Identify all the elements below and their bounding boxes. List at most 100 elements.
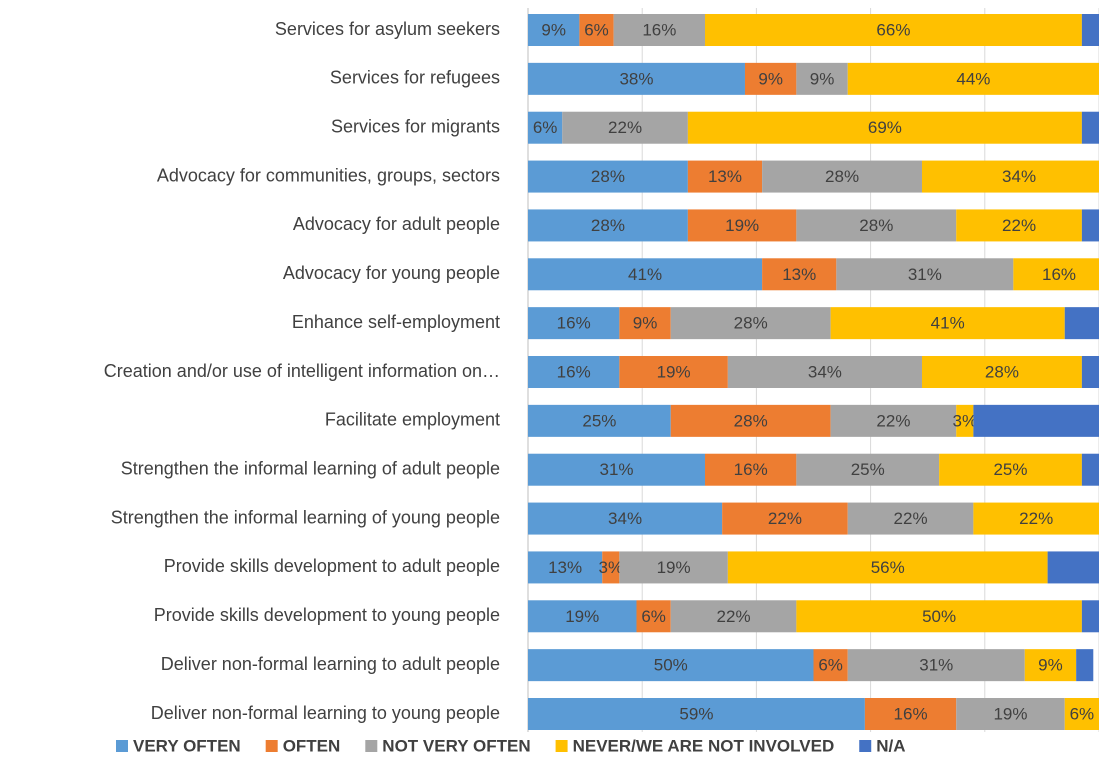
data-label: 13% — [548, 558, 582, 577]
data-label: 19% — [725, 216, 759, 235]
bar-segment — [528, 111, 563, 144]
data-label: 22% — [894, 509, 928, 528]
data-label: 16% — [734, 460, 768, 479]
bar-segment — [1081, 453, 1099, 486]
bar-segment — [744, 62, 797, 95]
data-label: 22% — [876, 411, 910, 430]
bar-segment — [727, 551, 1048, 584]
bar-segment — [973, 404, 1099, 437]
data-label: 66% — [876, 20, 910, 39]
category-label: Deliver non-formal learning to adult peo… — [161, 654, 500, 674]
bar-segment — [528, 502, 723, 535]
bar-segment — [956, 404, 974, 437]
bar-segment — [670, 307, 831, 340]
legend-label: NEVER/WE ARE NOT INVOLVED — [573, 736, 835, 755]
bar-segment — [830, 404, 957, 437]
data-label: 6% — [818, 656, 843, 675]
data-label: 6% — [584, 20, 609, 39]
bar-segment — [1081, 209, 1099, 242]
data-label: 28% — [825, 167, 859, 186]
data-label: 34% — [1002, 167, 1036, 186]
bar-segment — [1081, 356, 1099, 388]
bar-segment — [528, 649, 814, 682]
bar-segment — [619, 356, 728, 388]
data-label: 3% — [953, 411, 978, 430]
bar-segment — [722, 502, 848, 535]
bar-segment — [847, 649, 1025, 682]
category-label: Strengthen the informal learning of youn… — [111, 507, 500, 527]
bar-segment — [939, 453, 1082, 486]
data-label: 25% — [851, 460, 885, 479]
category-label: Deliver non-formal learning to young peo… — [151, 703, 500, 723]
bar-segment — [956, 698, 1065, 730]
data-label: 50% — [922, 607, 956, 626]
legend-swatch — [555, 740, 568, 752]
data-label: 6% — [533, 118, 558, 137]
data-label: 13% — [782, 265, 816, 284]
data-label: 19% — [657, 558, 691, 577]
bar-segment — [762, 258, 837, 291]
category-label: Services for asylum seekers — [275, 19, 500, 39]
bar-segment — [796, 453, 940, 486]
data-label: 16% — [1042, 265, 1076, 284]
data-label: 6% — [1070, 704, 1095, 723]
data-label: 22% — [608, 118, 642, 137]
bar-segment — [1064, 307, 1099, 340]
bar-segment — [562, 111, 688, 144]
bar-segment — [813, 649, 848, 682]
bar-segment — [796, 209, 957, 242]
bar-segment — [579, 14, 614, 46]
data-label: 41% — [628, 265, 662, 284]
bar-segment — [619, 551, 728, 584]
legend-swatch — [859, 740, 872, 752]
category-label: Facilitate employment — [325, 410, 500, 430]
data-label: 31% — [599, 460, 633, 479]
data-label: 25% — [993, 460, 1027, 479]
data-label: 22% — [1002, 216, 1036, 235]
data-label: 44% — [956, 69, 990, 88]
category-label: Services for refugees — [330, 68, 500, 88]
data-label: 9% — [541, 20, 566, 39]
data-label: 28% — [859, 216, 893, 235]
bar-segment — [796, 62, 848, 95]
bar-segment — [636, 600, 671, 633]
data-label: 28% — [734, 314, 768, 333]
data-label: 34% — [608, 509, 642, 528]
data-label: 22% — [768, 509, 802, 528]
data-label: 28% — [985, 362, 1019, 381]
bar-segment — [1047, 551, 1099, 584]
category-label: Advocacy for communities, groups, sector… — [157, 165, 500, 185]
legend-swatch — [365, 740, 378, 752]
bar-segment — [528, 258, 763, 291]
data-label: 16% — [642, 20, 676, 39]
data-label: 31% — [908, 265, 942, 284]
bar-segment — [796, 600, 1082, 633]
bar-segment — [602, 551, 620, 584]
data-label: 16% — [894, 704, 928, 723]
data-label: 69% — [868, 118, 902, 137]
bar-segment — [973, 502, 1099, 535]
bar-segment — [921, 160, 1099, 193]
data-label: 9% — [758, 69, 783, 88]
bar-segment — [670, 600, 797, 633]
data-label: 50% — [654, 656, 688, 675]
bar-segment — [687, 209, 797, 242]
bar-segment — [613, 14, 706, 46]
bar-segment — [830, 307, 1065, 340]
bar-segment — [670, 404, 831, 437]
data-label: 31% — [919, 656, 953, 675]
bar-segment — [1081, 14, 1099, 46]
bar-segment — [687, 160, 763, 193]
bar-segment — [1076, 649, 1094, 682]
category-label: Creation and/or use of intelligent infor… — [104, 361, 500, 381]
bar-segment — [1013, 258, 1099, 291]
data-label: 34% — [808, 362, 842, 381]
bar-segment — [528, 209, 688, 242]
category-label: Strengthen the informal learning of adul… — [121, 458, 500, 478]
bar-segment — [619, 307, 671, 340]
data-label: 28% — [591, 167, 625, 186]
data-label: 22% — [1019, 509, 1053, 528]
bar-segment — [836, 258, 1014, 291]
bar-segment — [727, 356, 922, 388]
data-label: 28% — [591, 216, 625, 235]
